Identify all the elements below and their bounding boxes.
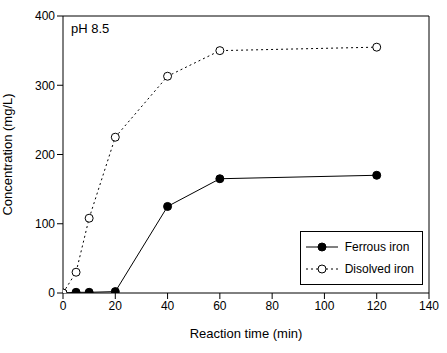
- html-text:pH 8.5: pH 8.5: [71, 21, 110, 36]
- svg-text:120: 120: [367, 299, 387, 313]
- svg-text:0: 0: [60, 299, 67, 313]
- html-text:Disolved iron: Disolved iron: [344, 262, 414, 276]
- svg-text:200: 200: [35, 148, 55, 162]
- svg-text:100: 100: [314, 299, 334, 313]
- svg-text:Reaction time (min): Reaction time (min): [190, 326, 303, 341]
- svg-text:0: 0: [48, 286, 55, 300]
- svg-text:60: 60: [213, 299, 227, 313]
- html-text:Ferrous iron: Ferrous iron: [344, 240, 410, 254]
- svg-text:140: 140: [419, 299, 439, 313]
- svg-text:100: 100: [35, 217, 55, 231]
- svg-text:40: 40: [161, 299, 175, 313]
- svg-text:80: 80: [265, 299, 279, 313]
- svg-text:20: 20: [109, 299, 123, 313]
- svg-text:Concentration (mg/L): Concentration (mg/L): [8, 93, 15, 215]
- svg-text:300: 300: [35, 79, 55, 93]
- svg-text:400: 400: [35, 9, 55, 23]
